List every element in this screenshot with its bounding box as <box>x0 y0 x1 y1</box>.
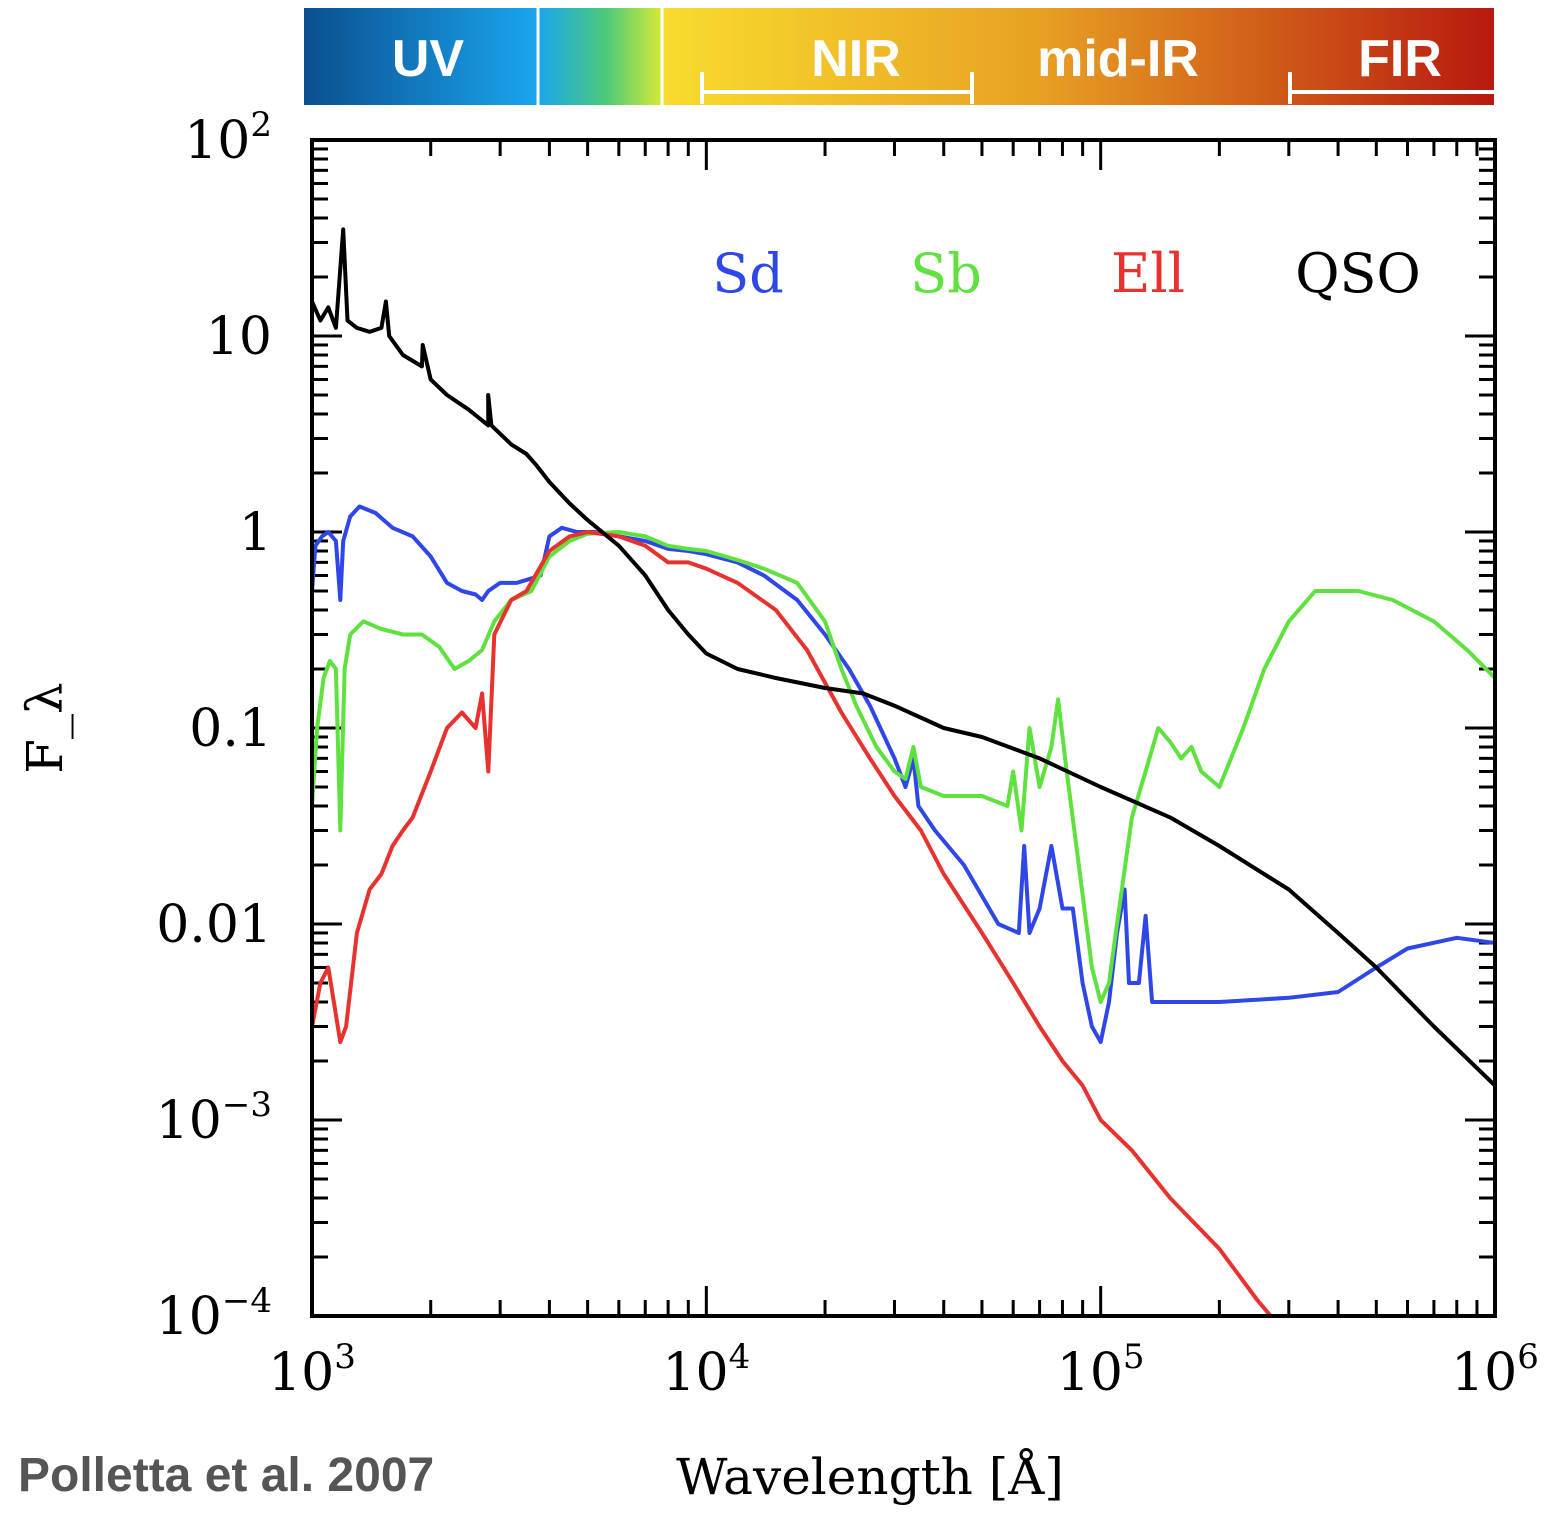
x-axis-title: Wavelength [Å] <box>676 1447 1064 1506</box>
series-line-qso <box>312 227 1495 1087</box>
spectral-band-bar: UV NIR mid-IR FIR <box>304 8 1494 105</box>
legend-ell: Ell <box>1111 242 1185 305</box>
legend-qso: QSO <box>1295 242 1421 305</box>
y-tick-label: 0.01 <box>156 895 272 955</box>
y-tick-label: 10 <box>206 307 272 367</box>
x-tick-label: 104 <box>662 1337 750 1403</box>
x-tick-label: 106 <box>1451 1337 1539 1403</box>
series-line-ell <box>312 530 1273 1316</box>
x-tick-label: 105 <box>1057 1337 1145 1403</box>
y-tick-label: 102 <box>184 105 272 171</box>
y-tick-label: 1 <box>239 503 272 563</box>
citation-credit: Polletta et al. 2007 <box>18 1449 435 1502</box>
legend-sb: Sb <box>910 242 982 305</box>
y-tick-label: 10−3 <box>156 1085 272 1151</box>
legend-sd: Sd <box>712 242 784 305</box>
series-line-sd <box>312 504 1495 1044</box>
band-label-uv: UV <box>392 30 465 88</box>
y-axis-title: F_λ <box>16 682 74 773</box>
x-tick-label: 103 <box>268 1337 356 1403</box>
band-uv <box>304 8 538 105</box>
series-layer <box>312 227 1495 1316</box>
fir-bracket <box>1288 72 1494 104</box>
y-tick-label: 0.1 <box>189 699 272 759</box>
plot-frame <box>310 138 1497 1318</box>
band-label-nir: NIR <box>811 30 901 88</box>
series-line-sb <box>312 530 1495 1004</box>
tick-labels: 103 104 105 106 102 10 1 0.1 0.01 10−3 10−4 <box>156 105 1539 1403</box>
band-visible <box>538 8 662 105</box>
band-label-mid-ir: mid-IR <box>1037 30 1199 88</box>
y-tick-label: 10−4 <box>156 1281 272 1347</box>
nir-bracket <box>700 72 974 104</box>
legend: Sd Sb Ell QSO <box>712 242 1421 305</box>
band-label-fir: FIR <box>1358 30 1442 88</box>
band-ir <box>662 8 1494 105</box>
